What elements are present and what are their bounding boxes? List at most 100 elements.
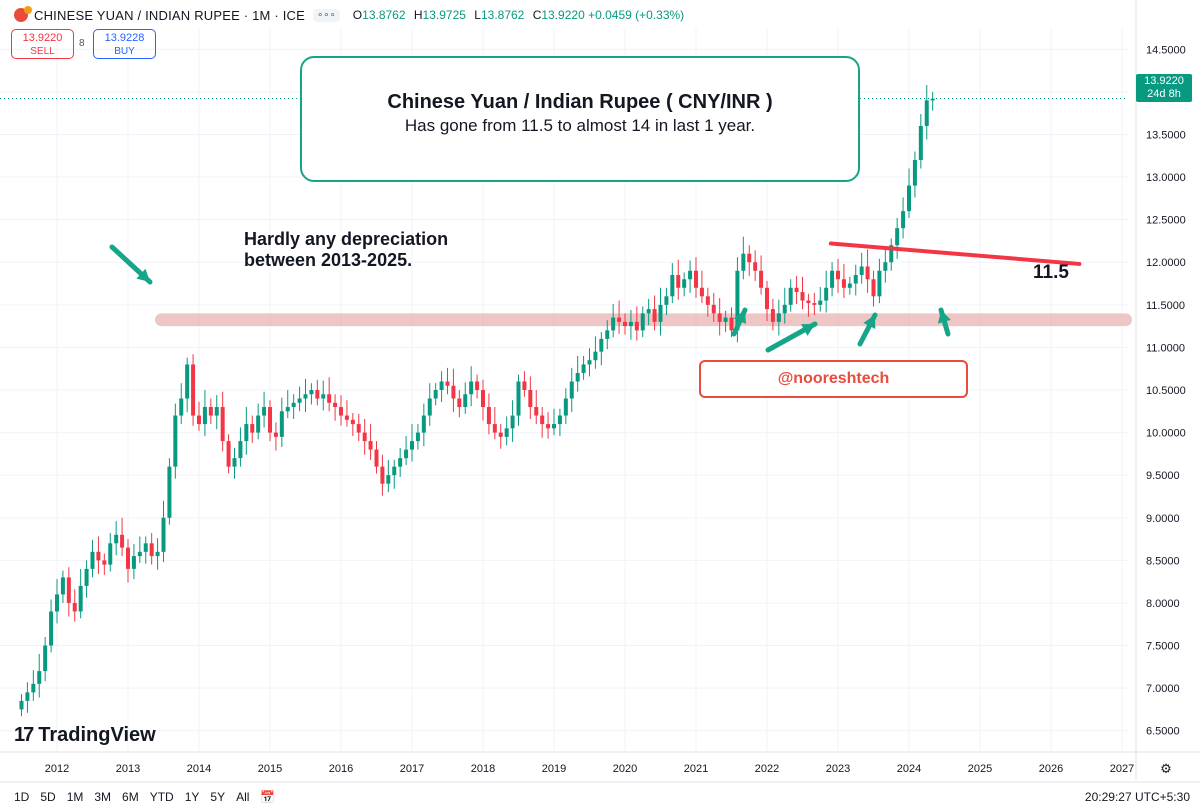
candle[interactable] <box>102 553 107 575</box>
candle[interactable] <box>907 168 911 218</box>
annotation-box[interactable]: Chinese Yuan / Indian Rupee ( CNY/INR ) … <box>300 56 860 182</box>
candle[interactable] <box>220 391 225 452</box>
candle[interactable] <box>540 407 545 438</box>
candle[interactable] <box>504 416 509 446</box>
candle[interactable] <box>114 521 119 556</box>
candle[interactable] <box>765 280 769 322</box>
candle[interactable] <box>676 259 681 300</box>
candle[interactable] <box>72 589 77 622</box>
candle[interactable] <box>309 383 314 405</box>
pointer-arrow-2022[interactable] <box>765 321 818 353</box>
candle[interactable] <box>404 435 409 465</box>
candle[interactable] <box>469 366 474 407</box>
candle[interactable] <box>250 415 255 443</box>
candle[interactable] <box>368 424 373 460</box>
candle[interactable] <box>31 670 36 701</box>
candle[interactable] <box>197 401 201 431</box>
candle[interactable] <box>623 313 627 335</box>
candle[interactable] <box>321 380 326 411</box>
candle[interactable] <box>670 263 675 304</box>
candle[interactable] <box>84 560 89 598</box>
candle[interactable] <box>262 391 267 428</box>
timeframe-all[interactable]: All <box>236 790 250 804</box>
candle[interactable] <box>611 303 616 338</box>
candle[interactable] <box>522 371 527 397</box>
candle[interactable] <box>492 407 497 440</box>
tradingview-logo[interactable]: 17 TradingView <box>14 724 156 747</box>
pointer-arrow-2024[interactable] <box>937 307 951 337</box>
candle[interactable] <box>711 292 716 322</box>
candle[interactable] <box>658 287 663 336</box>
candle[interactable] <box>853 264 858 296</box>
candle[interactable] <box>398 447 403 477</box>
candle[interactable] <box>433 383 438 406</box>
candle[interactable] <box>202 390 207 436</box>
candle[interactable] <box>557 408 562 436</box>
candle[interactable] <box>43 637 48 682</box>
candle[interactable] <box>800 276 805 310</box>
candle[interactable] <box>563 388 568 425</box>
candle[interactable] <box>273 422 278 451</box>
candle[interactable] <box>350 412 355 436</box>
candle[interactable] <box>729 307 734 338</box>
candle[interactable] <box>528 376 533 419</box>
candle[interactable] <box>593 336 598 369</box>
candle[interactable] <box>362 418 367 455</box>
candle[interactable] <box>256 403 261 440</box>
timeframe-1y[interactable]: 1Y <box>184 790 200 804</box>
candle[interactable] <box>481 379 485 421</box>
candle[interactable] <box>475 374 480 399</box>
candle[interactable] <box>120 517 125 557</box>
candle[interactable] <box>344 400 349 427</box>
candle[interactable] <box>226 434 231 474</box>
candle[interactable] <box>25 682 30 713</box>
candle[interactable] <box>628 309 633 340</box>
candle[interactable] <box>19 694 24 717</box>
date-range-icon[interactable]: 📅 <box>260 790 276 804</box>
timeframe-5y[interactable]: 5Y <box>210 790 226 804</box>
candle[interactable] <box>617 300 622 334</box>
candle[interactable] <box>445 367 450 395</box>
candle[interactable] <box>723 310 728 333</box>
candle[interactable] <box>55 579 59 624</box>
buy-button[interactable]: 13.9228 BUY <box>93 29 156 59</box>
candle[interactable] <box>741 236 746 280</box>
candle[interactable] <box>327 377 332 412</box>
candle[interactable] <box>410 424 414 462</box>
candle[interactable] <box>374 441 379 474</box>
candle[interactable] <box>439 371 444 402</box>
candle[interactable] <box>581 355 586 380</box>
resistance-trendline[interactable] <box>828 241 1082 266</box>
candle[interactable] <box>812 292 817 316</box>
more-options-icon[interactable]: ∘∘∘ <box>313 8 340 22</box>
candle[interactable] <box>451 368 456 413</box>
candle[interactable] <box>806 293 811 317</box>
candle[interactable] <box>285 390 290 419</box>
candle[interactable] <box>889 238 894 271</box>
depreciation-note[interactable]: Hardly any depreciation between 2013-202… <box>244 229 448 271</box>
candle[interactable] <box>392 459 397 489</box>
candle[interactable] <box>830 262 835 297</box>
candle[interactable] <box>747 245 752 276</box>
candle[interactable] <box>137 536 142 563</box>
candle[interactable] <box>208 398 213 425</box>
timeframe-1m[interactable]: 1M <box>66 790 84 804</box>
author-handle-box[interactable]: @nooreshtech <box>699 360 968 398</box>
candle[interactable] <box>895 217 900 259</box>
candle[interactable] <box>510 400 515 442</box>
candle[interactable] <box>575 355 580 392</box>
candle[interactable] <box>605 320 610 350</box>
candle[interactable] <box>155 538 160 570</box>
candle[interactable] <box>333 394 338 421</box>
candle[interactable] <box>770 298 775 331</box>
candle[interactable] <box>836 258 840 293</box>
candle[interactable] <box>279 397 284 448</box>
candle[interactable] <box>315 379 320 406</box>
candle[interactable] <box>664 287 669 316</box>
candle[interactable] <box>569 367 574 413</box>
settings-gear-icon[interactable]: ⚙ <box>1160 762 1172 777</box>
candle[interactable] <box>753 250 758 281</box>
candle[interactable] <box>599 332 604 366</box>
candle[interactable] <box>463 382 468 414</box>
candle[interactable] <box>824 270 829 313</box>
